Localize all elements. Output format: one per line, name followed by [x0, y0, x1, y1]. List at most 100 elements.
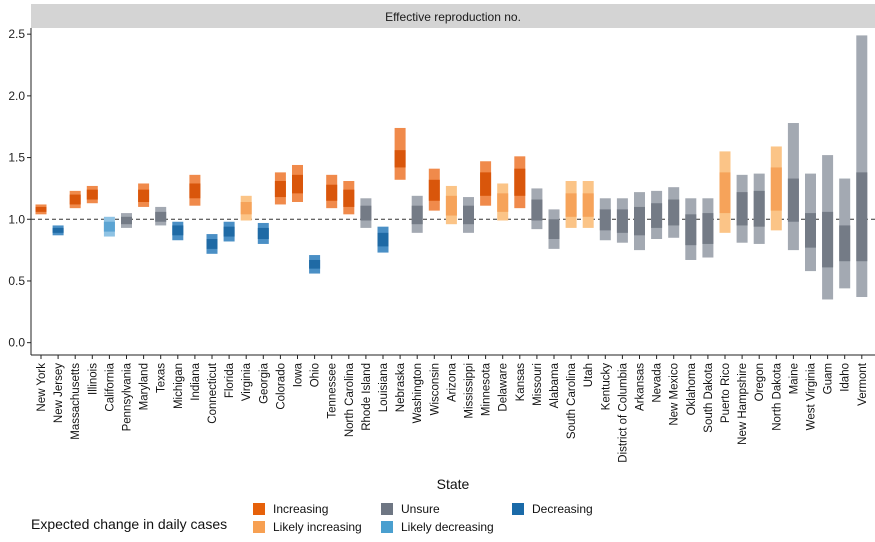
x-tick-label: Colorado	[275, 363, 287, 410]
bar-inner-19	[360, 205, 372, 221]
bar-inner-17	[326, 184, 338, 201]
x-tick-label: Michigan	[173, 363, 185, 409]
x-tick-label: District of Columbia	[617, 362, 629, 462]
x-tick-label: Indiana	[190, 362, 202, 400]
legend-title: Expected change in daily cases	[31, 516, 227, 532]
x-tick-label: North Carolina	[344, 362, 356, 437]
legend-label: Likely increasing	[273, 520, 362, 534]
bar-inner-23	[428, 179, 440, 201]
bar-inner-30	[548, 219, 560, 240]
legend-label: Increasing	[273, 502, 328, 516]
bar-inner-43	[770, 167, 782, 211]
x-tick-label: Pennsylvania	[122, 362, 134, 431]
bar-inner-7	[155, 211, 167, 222]
legend-label: Likely decreasing	[401, 520, 494, 534]
bar-inner-10	[206, 239, 218, 249]
y-axis: 0.0 0.5 1.0 1.5 2.0 2.5	[8, 27, 32, 355]
x-tick-label: Oregon	[754, 363, 766, 401]
bar-inner-39	[702, 213, 714, 244]
bar-inner-22	[411, 205, 423, 225]
x-tick-label: South Dakota	[703, 362, 715, 432]
legend-swatch	[381, 521, 393, 533]
x-tick-label: Georgia	[258, 362, 270, 404]
bar-inner-28	[514, 168, 526, 196]
bar-inner-13	[257, 227, 269, 240]
bar-inner-47	[839, 225, 851, 262]
x-tick-label: Idaho	[840, 363, 852, 392]
x-axis-title: State	[437, 476, 470, 492]
legend-swatch	[381, 503, 393, 515]
bar-inner-25	[463, 205, 474, 225]
bar-inner-0	[35, 206, 47, 212]
legend-label: Decreasing	[532, 502, 593, 516]
x-tick-label: Massachusetts	[70, 363, 82, 440]
bar-inner-4	[103, 221, 115, 232]
x-tick-label: Minnesota	[481, 362, 493, 416]
x-tick-label: Arkansas	[635, 363, 647, 411]
bar-inner-20	[377, 232, 389, 247]
x-tick-label: Tennessee	[327, 363, 339, 419]
x-tick-label: Wisconsin	[429, 363, 441, 415]
legend-label: Unsure	[401, 502, 440, 516]
x-tick-label: Illinois	[87, 363, 99, 395]
x-tick-label: New Mexico	[669, 363, 681, 426]
x-tick-label: Kentucky	[600, 363, 612, 411]
x-tick-label: Florida	[224, 362, 236, 398]
bar-inner-18	[343, 189, 355, 207]
bar-inner-38	[685, 214, 697, 246]
bar-inner-31	[565, 193, 577, 217]
x-tick-label: Vermont	[857, 362, 869, 406]
x-tick-label: Kansas	[515, 363, 527, 402]
x-axis: New York New Jersey Massachusetts Illinois C…	[31, 354, 875, 463]
bar-inner-8	[172, 225, 184, 236]
x-tick-label: Iowa	[293, 362, 305, 387]
bar-inner-46	[822, 211, 834, 268]
bar-inner-1	[52, 227, 64, 233]
x-tick-label: Arizona	[446, 362, 458, 402]
bar-inner-33	[599, 209, 611, 231]
bar-inner-26	[480, 172, 492, 196]
bar-inner-24	[445, 195, 457, 216]
bar-inner-42	[753, 190, 765, 227]
facet-strip	[31, 4, 875, 28]
x-tick-label: Nevada	[652, 362, 664, 402]
x-tick-label: Oklahoma	[686, 362, 698, 415]
x-tick-label: Ohio	[310, 363, 322, 387]
bar-inner-45	[805, 213, 816, 248]
bar-inner-41	[736, 192, 748, 226]
x-tick-label: Maine	[788, 363, 800, 394]
legend-swatch	[253, 521, 265, 533]
y-tick-label: 0.0	[8, 336, 25, 350]
x-tick-label: New Jersey	[53, 363, 65, 423]
y-tick-label: 0.5	[8, 274, 25, 288]
x-tick-label: Nebraska	[395, 362, 407, 412]
facet-title: Effective reproduction no.	[385, 10, 521, 24]
y-tick-label: 1.0	[8, 212, 25, 226]
bar-inner-29	[531, 199, 543, 221]
bar-inner-16	[309, 259, 321, 269]
bar-outer-48	[856, 35, 868, 298]
bar-inner-2	[69, 194, 81, 205]
x-tick-label: Delaware	[498, 363, 510, 412]
x-tick-label: Virginia	[241, 362, 253, 401]
bar-inner-27	[497, 193, 509, 212]
bar-inner-37	[668, 199, 680, 226]
x-tick-label: California	[104, 362, 116, 411]
x-tick-label: Alabama	[549, 362, 561, 408]
x-tick-label: Maryland	[139, 363, 151, 410]
bar-inner-12	[240, 201, 252, 215]
legend-swatch	[253, 503, 265, 515]
bar-inner-35	[634, 206, 645, 236]
x-tick-label: Mississippi	[464, 363, 476, 419]
x-tick-label: Connecticut	[207, 362, 219, 424]
x-tick-label: Louisiana	[378, 362, 390, 412]
legend: Expected change in daily cases Increasin…	[31, 502, 593, 534]
y-tick-label: 2.0	[8, 89, 25, 103]
bar-inner-9	[189, 183, 201, 199]
bar-inner-32	[582, 193, 594, 217]
x-tick-label: Rhode Island	[361, 363, 373, 431]
x-tick-label: Washington	[412, 363, 424, 423]
bar-inner-48	[856, 172, 868, 262]
bar-inner-40	[719, 172, 731, 214]
